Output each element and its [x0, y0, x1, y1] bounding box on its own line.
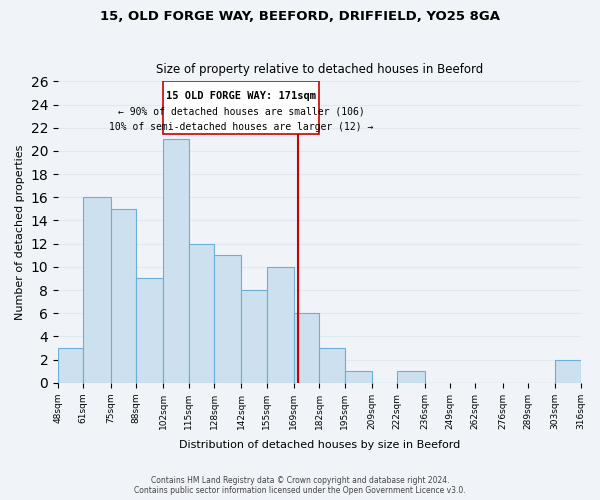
Title: Size of property relative to detached houses in Beeford: Size of property relative to detached ho… — [155, 63, 483, 76]
Bar — [294, 313, 319, 383]
Bar — [344, 371, 372, 383]
Text: 10% of semi-detached houses are larger (12) →: 10% of semi-detached houses are larger (… — [109, 122, 373, 132]
Bar — [397, 371, 425, 383]
Bar — [241, 290, 266, 383]
Bar — [58, 348, 83, 383]
FancyBboxPatch shape — [163, 82, 319, 134]
Bar — [555, 360, 581, 383]
Bar — [163, 140, 188, 383]
Text: 15 OLD FORGE WAY: 171sqm: 15 OLD FORGE WAY: 171sqm — [166, 90, 316, 101]
Text: 15, OLD FORGE WAY, BEEFORD, DRIFFIELD, YO25 8GA: 15, OLD FORGE WAY, BEEFORD, DRIFFIELD, Y… — [100, 10, 500, 23]
Bar — [319, 348, 344, 383]
Bar — [266, 267, 294, 383]
Bar — [188, 244, 214, 383]
Y-axis label: Number of detached properties: Number of detached properties — [15, 144, 25, 320]
Text: ← 90% of detached houses are smaller (106): ← 90% of detached houses are smaller (10… — [118, 107, 365, 117]
Bar — [136, 278, 163, 383]
Bar — [110, 209, 136, 383]
Bar — [214, 256, 241, 383]
Text: Contains HM Land Registry data © Crown copyright and database right 2024.
Contai: Contains HM Land Registry data © Crown c… — [134, 476, 466, 495]
Bar — [83, 198, 110, 383]
X-axis label: Distribution of detached houses by size in Beeford: Distribution of detached houses by size … — [179, 440, 460, 450]
